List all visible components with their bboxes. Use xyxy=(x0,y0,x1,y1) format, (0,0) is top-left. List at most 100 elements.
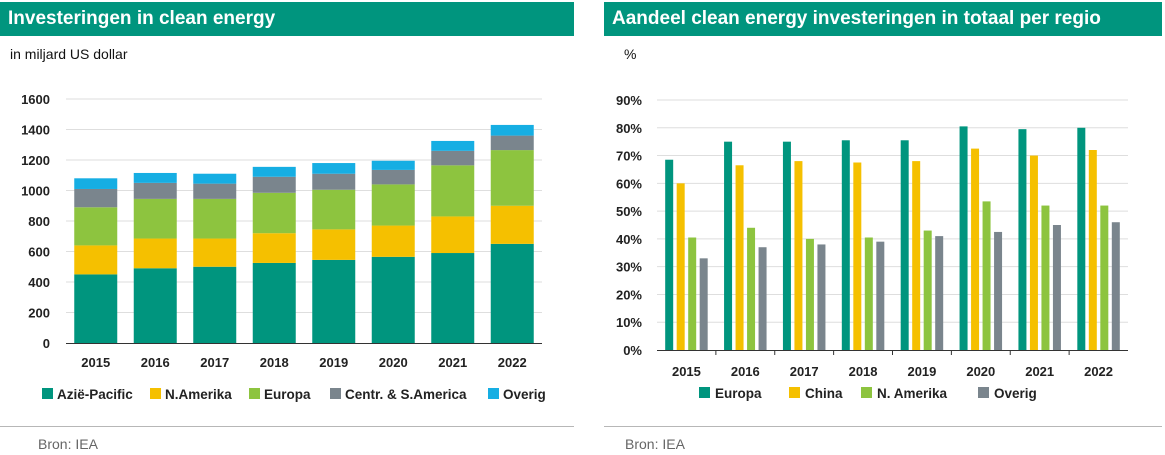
left-chart-title: Investeringen in clean energy xyxy=(0,2,574,36)
right-chart-unit: % xyxy=(624,46,637,62)
bar xyxy=(841,140,850,350)
bar-segment xyxy=(431,165,475,217)
bar xyxy=(1029,155,1038,350)
y-tick-label: 1200 xyxy=(21,153,50,168)
bar xyxy=(724,141,733,350)
y-tick-label: 90% xyxy=(616,93,642,108)
legend-label: Centr. & S.America xyxy=(345,387,467,402)
bar-segment xyxy=(312,259,356,343)
bar-segment xyxy=(312,229,356,260)
right-chart-title: Aandeel clean energy investeringen in to… xyxy=(604,2,1162,36)
bar xyxy=(1100,205,1109,350)
bar-segment xyxy=(252,262,296,343)
bar xyxy=(1052,225,1061,350)
bar-segment xyxy=(490,205,534,244)
bar-segment xyxy=(74,207,118,246)
x-tick-label: 2016 xyxy=(731,364,760,379)
legend-label: China xyxy=(805,386,843,401)
y-tick-label: 30% xyxy=(616,260,642,275)
bar xyxy=(959,126,968,350)
x-tick-label: 2019 xyxy=(319,355,348,370)
y-tick-label: 600 xyxy=(28,245,50,260)
bar-segment xyxy=(74,178,118,189)
bar-segment xyxy=(431,150,475,166)
bar xyxy=(900,140,909,350)
x-tick-label: 2020 xyxy=(379,355,408,370)
bar-segment xyxy=(74,245,118,275)
bar xyxy=(1077,127,1086,351)
legend-swatch xyxy=(488,388,499,399)
x-tick-label: 2015 xyxy=(672,364,701,379)
y-tick-label: 1600 xyxy=(21,92,50,107)
legend-label: N.Amerika xyxy=(165,387,232,402)
legend-swatch xyxy=(42,388,53,399)
bar-segment xyxy=(133,172,177,183)
x-tick-label: 2017 xyxy=(790,364,819,379)
bar-segment xyxy=(312,173,356,190)
x-tick-label: 2022 xyxy=(498,355,527,370)
y-tick-label: 0 xyxy=(43,336,50,351)
bar-segment xyxy=(133,268,177,343)
bar xyxy=(688,237,697,350)
bar-segment xyxy=(371,184,415,226)
legend-swatch xyxy=(978,387,989,398)
x-tick-label: 2021 xyxy=(1025,364,1054,379)
x-tick-label: 2016 xyxy=(141,355,170,370)
y-tick-label: 50% xyxy=(616,204,642,219)
y-tick-label: 80% xyxy=(616,121,642,136)
bar-segment xyxy=(490,135,534,151)
x-tick-label: 2017 xyxy=(200,355,229,370)
bar-segment xyxy=(371,169,415,185)
legend-label: Azië-Pacific xyxy=(57,387,133,402)
bar-segment xyxy=(312,163,356,174)
bar-segment xyxy=(431,253,475,343)
legend-swatch xyxy=(699,387,710,398)
bar-segment xyxy=(431,140,475,151)
right-chart-panel: Aandeel clean energy investeringen in to… xyxy=(604,0,1162,455)
bar xyxy=(758,247,767,350)
y-tick-label: 40% xyxy=(616,232,642,247)
bar-segment xyxy=(312,189,356,230)
stacked-bar-chart: 0 200 400 600 800 1000 1200 1400 1600 2015 2016 201… xyxy=(21,92,546,402)
bar xyxy=(735,165,744,350)
bar-segment xyxy=(193,266,237,343)
bar xyxy=(853,162,862,350)
legend-swatch xyxy=(789,387,800,398)
bar xyxy=(794,161,803,350)
y-tick-label: 800 xyxy=(28,214,50,229)
y-tick-label: 60% xyxy=(616,176,642,191)
legend-label: Overig xyxy=(503,387,546,402)
legend-swatch xyxy=(150,388,161,399)
bar-segment xyxy=(371,160,415,170)
x-tick-label: 2015 xyxy=(81,355,110,370)
bar-segment xyxy=(252,176,296,193)
bar xyxy=(1018,129,1027,350)
x-tick-label: 2019 xyxy=(907,364,936,379)
bar-segment xyxy=(252,233,296,263)
grouped-bar-chart: 0% 10% 20% 30% 40% 50% 60% 70% 80% 90% 2015 2016 201… xyxy=(616,93,1128,401)
y-tick-label: 1000 xyxy=(21,184,50,199)
bar-segment xyxy=(371,225,415,257)
bar xyxy=(747,227,756,350)
bar xyxy=(994,231,1003,350)
legend-swatch xyxy=(330,388,341,399)
legend-swatch xyxy=(861,387,872,398)
right-source-text: Bron: IEA xyxy=(625,436,685,452)
bar xyxy=(971,148,980,350)
bar-segment xyxy=(193,183,237,199)
bar xyxy=(699,258,708,350)
bar-segment xyxy=(133,182,177,199)
bar xyxy=(982,201,991,350)
bar xyxy=(805,238,814,350)
bar xyxy=(935,236,944,350)
y-tick-label: 20% xyxy=(616,287,642,302)
bar xyxy=(665,159,674,350)
bar xyxy=(864,237,873,350)
bar-segment xyxy=(490,150,534,206)
bar-segment xyxy=(252,166,296,177)
y-tick-label: 400 xyxy=(28,275,50,290)
legend-label: N. Amerika xyxy=(877,386,948,401)
legend-swatch xyxy=(249,388,260,399)
left-source-divider xyxy=(0,426,574,427)
y-tick-label: 70% xyxy=(616,149,642,164)
